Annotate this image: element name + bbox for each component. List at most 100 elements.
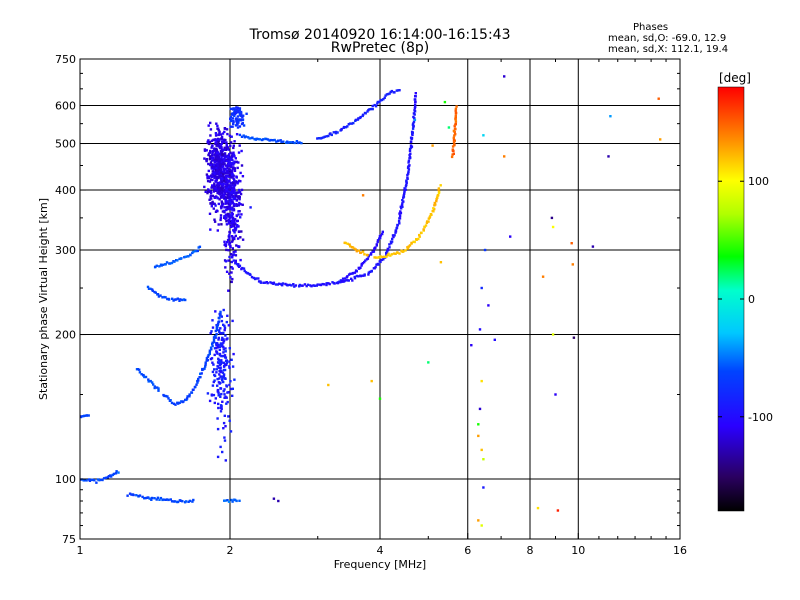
data-point: [232, 188, 236, 192]
data-point: [212, 138, 216, 141]
data-point: [208, 198, 211, 201]
data-point: [347, 279, 350, 282]
data-point: [398, 214, 402, 217]
data-point: [208, 158, 212, 161]
data-point: [212, 171, 215, 175]
data-point: [231, 195, 234, 199]
data-point: [221, 185, 224, 188]
data-point: [236, 264, 240, 267]
data-point: [217, 391, 220, 394]
data-point: [229, 107, 232, 111]
data-point: [425, 221, 429, 224]
data-point: [196, 249, 199, 253]
data-point: [234, 250, 237, 253]
phase-stats: Phases mean, sd,O: -69.0, 12.9 mean, sd,…: [585, 22, 728, 55]
data-point: [162, 295, 166, 299]
data-point: [210, 174, 213, 177]
data-point: [214, 164, 218, 168]
data-point: [214, 397, 217, 400]
data-point: [229, 215, 232, 219]
data-point: [393, 91, 396, 94]
data-point: [226, 155, 230, 159]
data-point: [222, 361, 226, 364]
data-point: [147, 496, 150, 499]
data-point: [208, 155, 212, 158]
data-point: [206, 179, 210, 183]
data-point: [223, 354, 227, 357]
data-point: [233, 140, 236, 143]
data-point: [107, 475, 111, 478]
data-point: [269, 138, 273, 142]
data-point: [437, 187, 441, 190]
data-point: [237, 179, 241, 182]
data-point: [487, 304, 490, 307]
data-point: [353, 277, 357, 280]
data-point: [239, 110, 243, 114]
data-point: [414, 95, 417, 98]
data-point: [408, 153, 411, 157]
data-point: [207, 176, 211, 179]
data-point: [225, 338, 228, 341]
data-point: [197, 377, 200, 381]
data-point: [230, 387, 233, 391]
data-point: [215, 138, 218, 142]
data-point: [211, 342, 214, 346]
data-point: [220, 151, 223, 154]
data-point: [151, 381, 154, 384]
data-point: [222, 339, 226, 343]
data-point: [503, 75, 506, 78]
data-point: [211, 186, 214, 189]
data-point: [221, 189, 225, 192]
data-point: [418, 233, 421, 237]
data-point: [385, 251, 388, 255]
data-point: [609, 115, 612, 118]
data-point: [352, 121, 355, 125]
data-point: [216, 181, 220, 185]
data-point: [172, 500, 175, 503]
data-point: [413, 240, 416, 244]
data-point: [223, 130, 226, 134]
data-point: [382, 98, 385, 101]
data-point: [130, 493, 133, 496]
data-point: [265, 137, 268, 141]
data-point: [227, 215, 230, 218]
data-point: [205, 149, 208, 152]
data-point: [186, 395, 189, 398]
data-point: [453, 124, 456, 128]
data-point: [204, 365, 207, 368]
data-point: [323, 135, 326, 138]
data-point: [218, 373, 221, 376]
data-point: [226, 200, 229, 203]
data-point: [408, 147, 412, 151]
data-point: [218, 198, 221, 201]
data-point: [239, 192, 243, 196]
data-point: [143, 497, 146, 500]
data-point: [235, 244, 238, 247]
data-point: [390, 89, 394, 93]
data-point: [228, 360, 231, 363]
data-point: [93, 479, 96, 482]
data-point: [242, 267, 246, 270]
data-point: [402, 200, 405, 203]
data-point: [294, 284, 298, 287]
data-point: [219, 214, 223, 217]
data-point: [188, 499, 192, 503]
data-point: [213, 166, 216, 169]
data-point: [392, 252, 396, 255]
data-point: [395, 89, 398, 92]
data-point: [224, 244, 227, 248]
data-point: [410, 130, 414, 134]
data-point: [287, 141, 290, 144]
data-point: [351, 279, 354, 282]
data-point: [208, 399, 212, 403]
data-point: [230, 280, 233, 284]
data-point: [443, 100, 447, 104]
data-point: [159, 294, 162, 297]
data-point: [237, 210, 240, 213]
data-point: [229, 115, 233, 119]
data-point: [220, 135, 224, 138]
data-point: [218, 164, 221, 167]
data-point: [284, 282, 287, 286]
data-point: [233, 236, 236, 240]
data-point: [571, 263, 574, 266]
